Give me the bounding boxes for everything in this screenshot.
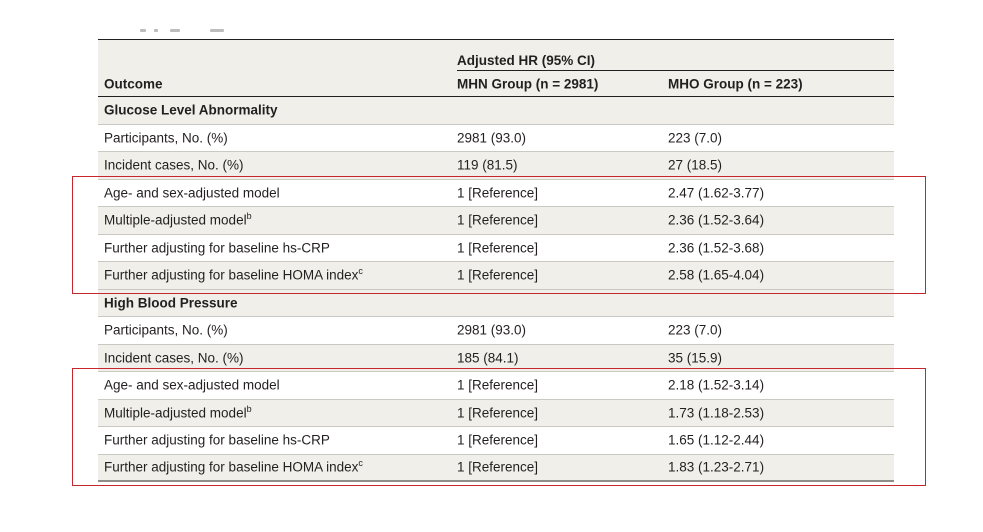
outcome-cell: Further adjusting for baseline hs-CRP	[104, 433, 330, 448]
outcome-cell: Multiple-adjusted modelb	[104, 211, 252, 228]
outcome-cell: Multiple-adjusted modelb	[104, 403, 252, 421]
highlight-box-blood-pressure-models	[72, 368, 926, 486]
footnote-marker: b	[246, 403, 252, 414]
table-group-header-row: Adjusted HR (95% CI)	[98, 40, 894, 71]
outcome-cell: Incident cases, No. (%)	[104, 350, 244, 365]
outcome-cell: Participants, No. (%)	[104, 323, 228, 338]
mhn-value-cell: 1 [Reference]	[457, 212, 539, 228]
mhn-value-cell: 1 [Reference]	[457, 377, 539, 393]
footnote-marker: c	[358, 266, 363, 277]
outcome-label: Further adjusting for baseline hs-CRP	[104, 240, 330, 256]
section-row: Glucose Level Abnormality	[98, 97, 894, 125]
cropped-caption-remnant	[140, 26, 230, 34]
table-row: Multiple-adjusted modelb 1 [Reference] 2.3…	[98, 207, 894, 235]
mhn-value-cell: 119 (81.5)	[457, 157, 518, 173]
mho-value-cell: 2.58 (1.65-4.04)	[668, 267, 765, 283]
mho-value-cell: 2.36 (1.52-3.68)	[668, 240, 765, 256]
outcome-label: Further adjusting for baseline HOMA inde…	[104, 267, 359, 283]
outcome-cell: Further adjusting for baseline hs-CRP	[104, 240, 330, 255]
outcome-cell: Further adjusting for baseline HOMA inde…	[104, 458, 363, 475]
table-row: Participants, No. (%) 2981 (93.0) 223 (7.0…	[98, 125, 894, 152]
table-column-header-row: Outcome MHN Group (n = 2981) MHO Group (…	[98, 71, 894, 97]
mhn-value-cell: 1 [Reference]	[457, 185, 539, 201]
outcome-label: Age- and sex-adjusted model	[104, 185, 280, 201]
mhn-value-cell: 185 (84.1)	[457, 350, 519, 366]
mhn-value-cell: 1 [Reference]	[457, 240, 539, 256]
outcome-cell: Age- and sex-adjusted model	[104, 378, 280, 393]
column-header-outcome: Outcome	[104, 76, 163, 91]
mho-value-cell: 35 (15.9)	[668, 350, 723, 366]
table-row: Participants, No. (%) 2981 (93.0) 223 (7.0…	[98, 317, 894, 345]
table-row: Further adjusting for baseline hs-CRP 1 […	[98, 235, 894, 262]
outcome-label: Participants, No. (%)	[104, 130, 228, 146]
outcome-label: Participants, No. (%)	[104, 322, 228, 338]
mho-value-cell: 1.65 (1.12-2.44)	[668, 432, 765, 448]
table-body: Glucose Level Abnormality Participants, N…	[98, 97, 894, 482]
mho-value-cell: 1.73 (1.18-2.53)	[668, 405, 765, 421]
mho-value-cell: 1.83 (1.23-2.71)	[668, 459, 765, 475]
mhn-value-cell: 1 [Reference]	[457, 459, 539, 475]
mho-value-cell: 223 (7.0)	[668, 130, 723, 146]
table-row: Incident cases, No. (%) 185 (84.1) 35 (15.…	[98, 344, 894, 372]
mhn-value-cell: 1 [Reference]	[457, 432, 539, 448]
mho-value-cell: 27 (18.5)	[668, 157, 723, 173]
mhn-value-cell: 1 [Reference]	[457, 405, 539, 421]
results-table: Adjusted HR (95% CI) Outcome MHN Group (…	[98, 39, 894, 482]
table-row: Further adjusting for baseline hs-CRP 1 […	[98, 427, 894, 455]
footnote-marker: c	[358, 458, 363, 469]
outcome-cell: Further adjusting for baseline HOMA inde…	[104, 266, 363, 283]
section-title: Glucose Level Abnormality	[104, 102, 278, 118]
section-row: High Blood Pressure	[98, 289, 894, 317]
outcome-cell: Age- and sex-adjusted model	[104, 185, 280, 200]
table-row: Age- and sex-adjusted model 1 [Reference]…	[98, 180, 894, 207]
mho-value-cell: 2.47 (1.62-3.77)	[668, 185, 765, 201]
footnote-marker: b	[246, 211, 252, 222]
outcome-label: Further adjusting for baseline hs-CRP	[104, 432, 330, 448]
outcome-label: Age- and sex-adjusted model	[104, 377, 280, 393]
mhn-value-cell: 1 [Reference]	[457, 267, 539, 283]
group-header-rule	[457, 70, 894, 71]
highlight-box-glucose-models	[72, 175, 926, 294]
outcome-label: Multiple-adjusted model	[104, 405, 247, 421]
outcome-label: Multiple-adjusted model	[104, 212, 247, 228]
table-row: Further adjusting for baseline HOMA inde…	[98, 454, 894, 482]
outcome-cell: Participants, No. (%)	[104, 130, 228, 145]
column-header-mhn-group: MHN Group (n = 2981)	[457, 76, 599, 91]
table-row: Further adjusting for baseline HOMA inde…	[98, 262, 894, 290]
column-header-mho-group: MHO Group (n = 223)	[668, 76, 803, 91]
group-header-adjusted-hr: Adjusted HR (95% CI)	[457, 53, 596, 68]
outcome-cell: Incident cases, No. (%)	[104, 158, 244, 173]
outcome-label: Further adjusting for baseline HOMA inde…	[104, 459, 359, 475]
mhn-value-cell: 2981 (93.0)	[457, 322, 527, 338]
section-title: High Blood Pressure	[104, 295, 238, 311]
table-row: Incident cases, No. (%) 119 (81.5) 27 (18.…	[98, 152, 894, 180]
mho-value-cell: 2.18 (1.52-3.14)	[668, 377, 765, 393]
outcome-label: Incident cases, No. (%)	[104, 350, 244, 366]
mhn-value-cell: 2981 (93.0)	[457, 130, 527, 146]
table-row: Multiple-adjusted modelb 1 [Reference] 1.7…	[98, 399, 894, 427]
mho-value-cell: 2.36 (1.52-3.64)	[668, 212, 765, 228]
mho-value-cell: 223 (7.0)	[668, 322, 723, 338]
table-row: Age- and sex-adjusted model 1 [Reference]…	[98, 372, 894, 400]
outcome-label: Incident cases, No. (%)	[104, 157, 244, 173]
